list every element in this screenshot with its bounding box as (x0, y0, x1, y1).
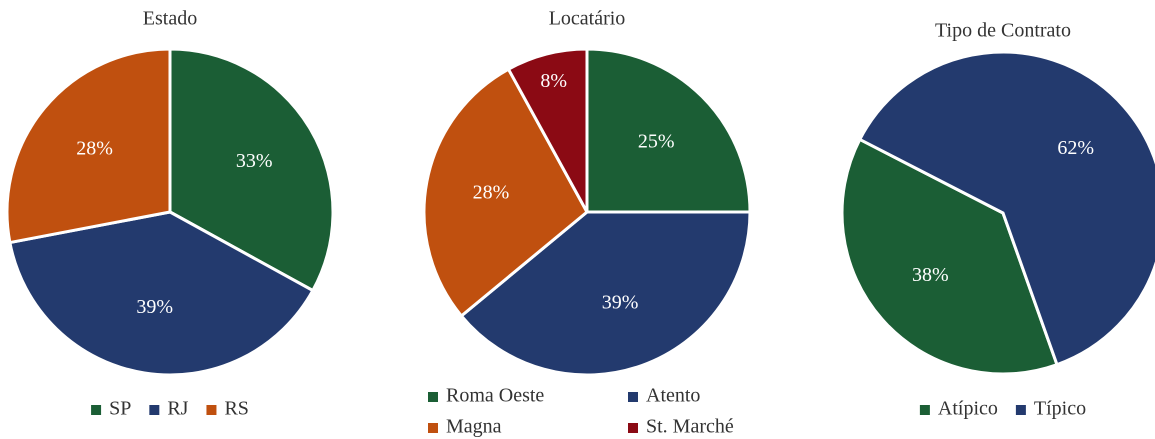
data-label: 25% (638, 130, 675, 152)
legend-label: Típico (1034, 398, 1086, 420)
legend-label: Magna (446, 416, 502, 438)
pie-slice (168, 47, 335, 293)
legend: SP RJ RS (91, 398, 249, 420)
data-label: 39% (136, 296, 173, 318)
pie-slice (422, 67, 589, 319)
chart-title: Tipo de Contrato (935, 20, 1071, 42)
legend-label: RS (224, 398, 248, 420)
data-label: 62% (1057, 137, 1094, 159)
data-label: 39% (602, 292, 639, 314)
pie-slice (840, 137, 1059, 376)
legend: Roma Oeste Atento Magna St. Marché (428, 385, 734, 438)
legend-swatch (428, 423, 438, 433)
legend-swatch (91, 405, 102, 415)
pie-slice (5, 47, 172, 245)
legend-label: Atípico (938, 398, 998, 420)
legend-swatch (628, 392, 638, 402)
legend-label: St. Marché (646, 416, 734, 438)
legend: Atípico Típico (919, 398, 1086, 420)
legend-label: SP (109, 398, 131, 420)
pie-slice (459, 210, 752, 377)
pie-slice (857, 50, 1155, 367)
legend-swatch (149, 405, 160, 415)
pie-slice (506, 47, 589, 213)
pie-slice (585, 47, 752, 214)
legend-swatch (628, 423, 638, 433)
data-label: 33% (236, 150, 273, 172)
pie-slice (8, 210, 315, 377)
data-label: 28% (473, 181, 510, 203)
legend-swatch (919, 405, 930, 415)
data-label: 8% (540, 70, 567, 92)
legend-swatch (1015, 405, 1026, 415)
legend-label: Roma Oeste (446, 385, 544, 407)
chart-title: Estado (143, 8, 197, 30)
legend-swatch (206, 405, 217, 415)
data-label: 38% (912, 264, 949, 286)
legend-swatch (428, 392, 438, 402)
chart-title: Locatário (549, 8, 626, 30)
legend-label: Atento (646, 385, 700, 407)
legend-label: RJ (167, 398, 188, 420)
data-label: 28% (76, 137, 113, 159)
